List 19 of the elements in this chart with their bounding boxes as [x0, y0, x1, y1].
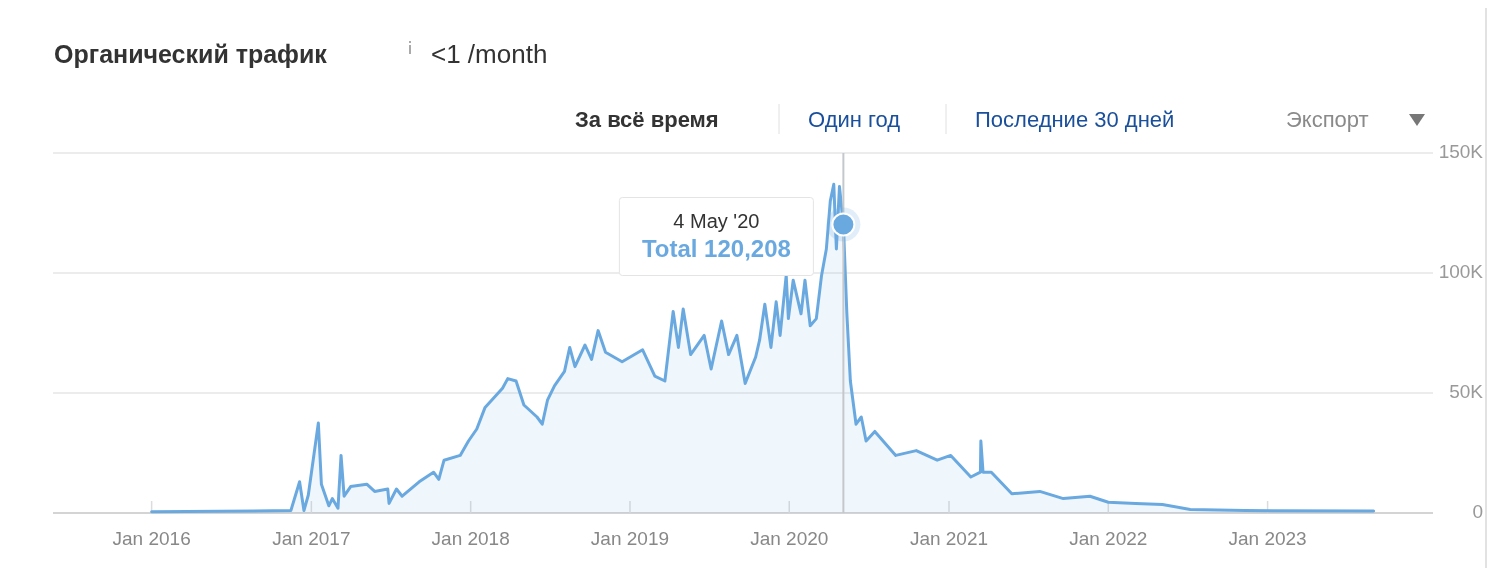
text: Один год [808, 107, 901, 132]
annotation: 4 May '20 Total 120,208 [641, 209, 791, 262]
y-tick-label: 150K [1438, 141, 1484, 163]
y-tick-label: 50K [1449, 381, 1484, 403]
y-tick-label: 100K [1438, 261, 1484, 283]
y-tick-label: 0 [1472, 501, 1483, 523]
x-tick-label: Jan 2018 [431, 528, 510, 549]
text: За всё время [575, 107, 719, 132]
x-tick-label: Jan 2020 [750, 528, 829, 549]
text: Экспорт [1286, 107, 1369, 132]
x-tick-label: Jan 2023 [1228, 528, 1307, 549]
x-tick-label: Jan 2019 [590, 528, 670, 549]
x-tick-label: Jan 2016 [112, 528, 191, 549]
x-tick-label: Jan 2017 [272, 528, 351, 549]
text: Последние 30 дней [975, 107, 1175, 132]
x-tick-label: Jan 2022 [1069, 528, 1148, 549]
chart-title: Органический трафик [54, 40, 328, 68]
x-tick-label: Jan 2021 [909, 528, 989, 549]
chart-subtitle: <1 /month [431, 39, 548, 69]
